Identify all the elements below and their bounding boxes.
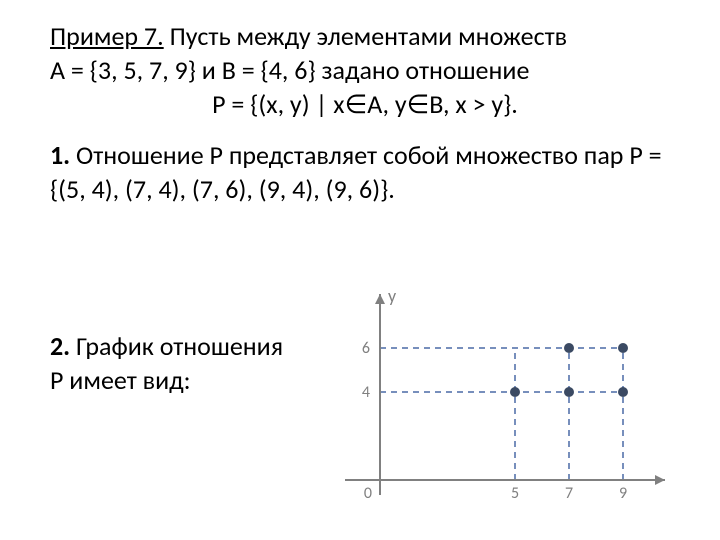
svg-text:5: 5 — [511, 484, 519, 503]
intro-text: Пусть между элементами множеств — [164, 20, 567, 52]
svg-text:6: 6 — [362, 339, 370, 358]
relation-definition: P = {(x, y) | x∈A, y∈B, x > y}. — [50, 88, 680, 122]
plot-svg: 579460xy — [330, 290, 670, 510]
svg-text:0: 0 — [364, 484, 372, 503]
part-2: 2. График отношения P имеет вид: — [50, 330, 310, 398]
intro-line-2: A = {3, 5, 7, 9} и B = {4, 6} задано отн… — [50, 54, 680, 88]
part-2-line-1: 2. График отношения — [50, 330, 310, 364]
svg-text:y: y — [388, 290, 397, 307]
svg-text:7: 7 — [565, 484, 573, 503]
example-title: Пример 7. — [50, 20, 164, 52]
part-2-body: График отношения — [70, 330, 283, 362]
part-1: 1. Отношение P представляет собой множес… — [50, 139, 680, 207]
part-2-line-2: P имеет вид: — [50, 364, 310, 398]
relation-plot: 579460xy — [330, 290, 670, 510]
part-2-number: 2. — [50, 330, 70, 362]
svg-text:4: 4 — [362, 383, 370, 402]
part-1-text: 1. Отношение P представляет собой множес… — [50, 139, 680, 207]
slide: Пример 7. Пусть между элементами множест… — [0, 0, 720, 540]
part-1-number: 1. — [50, 139, 70, 171]
part-1-body: Отношение P представляет собой множество… — [50, 139, 662, 205]
svg-text:9: 9 — [619, 484, 627, 503]
intro-line-1: Пример 7. Пусть между элементами множест… — [50, 20, 680, 54]
